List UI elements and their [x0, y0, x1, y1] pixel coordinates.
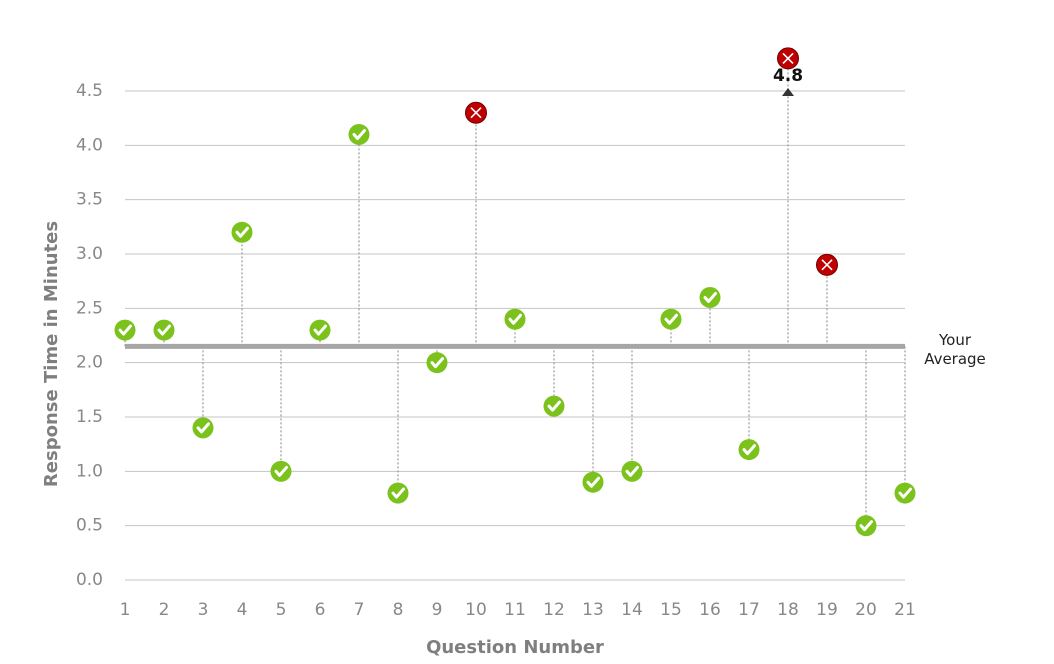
point-marker	[153, 319, 175, 341]
x-tick-label: 3	[198, 600, 209, 620]
marker-circle	[309, 319, 331, 341]
y-tick-label: 3.5	[76, 190, 103, 210]
y-tick-label: 0.0	[76, 570, 103, 590]
point-marker	[777, 47, 799, 70]
y-tick-label: 1.5	[76, 407, 103, 427]
point-marker	[387, 482, 409, 504]
check-icon	[391, 487, 405, 499]
point-marker	[855, 515, 877, 537]
x-tick-label: 21	[894, 600, 916, 620]
check-icon	[625, 465, 639, 477]
check-icon	[313, 324, 327, 336]
marker-circle	[426, 352, 448, 374]
x-tick-label: 7	[354, 600, 365, 620]
point-marker	[270, 460, 292, 482]
x-tick-label: 2	[159, 600, 170, 620]
marker-circle	[855, 515, 877, 537]
check-icon	[157, 324, 171, 336]
x-tick-label: 9	[432, 600, 443, 620]
x-axis-title: Question Number	[426, 637, 604, 658]
x-tick-label: 4	[237, 600, 248, 620]
data-label: 4.8	[773, 66, 803, 86]
point-marker	[894, 482, 916, 504]
check-icon	[235, 226, 249, 238]
marker-circle	[114, 319, 136, 341]
x-tick-label: 10	[465, 600, 487, 620]
point-marker	[738, 439, 760, 461]
marker-circle	[504, 308, 526, 330]
check-icon	[508, 313, 522, 325]
cross-icon	[821, 259, 833, 271]
marker-circle	[699, 286, 721, 308]
x-tick-label: 1	[120, 600, 131, 620]
x-tick-label: 19	[816, 600, 838, 620]
cross-icon	[782, 52, 794, 64]
x-tick-label: 17	[738, 600, 760, 620]
x-tick-label: 12	[543, 600, 565, 620]
point-marker	[309, 319, 331, 341]
x-tick-label: 8	[393, 600, 404, 620]
marker-circle	[621, 460, 643, 482]
y-tick-label: 3.0	[76, 244, 103, 264]
check-icon	[547, 400, 561, 412]
marker-circle	[231, 221, 253, 243]
point-marker	[348, 123, 370, 145]
y-tick-label: 1.0	[76, 461, 103, 481]
point-marker	[699, 286, 721, 308]
point-marker	[231, 221, 253, 243]
x-tick-label: 6	[315, 600, 326, 620]
check-icon	[703, 291, 717, 303]
marker-circle	[387, 482, 409, 504]
y-tick-label: 0.5	[76, 516, 103, 536]
point-marker	[114, 319, 136, 341]
check-icon	[586, 476, 600, 488]
point-marker	[543, 395, 565, 417]
x-tick-label: 18	[777, 600, 799, 620]
x-tick-label: 11	[504, 600, 526, 620]
point-marker	[465, 101, 487, 124]
marker-circle	[738, 439, 760, 461]
x-tick-label: 5	[276, 600, 287, 620]
marker-circle	[543, 395, 565, 417]
check-icon	[742, 444, 756, 456]
check-icon	[859, 520, 873, 532]
x-tick-label: 15	[660, 600, 682, 620]
point-marker	[426, 352, 448, 374]
marker-circle	[582, 471, 604, 493]
cross-icon	[470, 107, 482, 119]
x-tick-label: 14	[621, 600, 643, 620]
point-marker	[621, 460, 643, 482]
x-tick-label: 20	[855, 600, 877, 620]
point-marker	[192, 417, 214, 439]
point-marker	[660, 308, 682, 330]
check-icon	[430, 357, 444, 369]
point-marker	[504, 308, 526, 330]
check-icon	[352, 128, 366, 140]
point-marker	[816, 253, 838, 276]
marker-circle	[894, 482, 916, 504]
marker-circle	[348, 123, 370, 145]
y-tick-label: 4.0	[76, 135, 103, 155]
marker-circle	[153, 319, 175, 341]
y-tick-label: 4.5	[76, 81, 103, 101]
marker-circle	[660, 308, 682, 330]
check-icon	[664, 313, 678, 325]
marker-circle	[270, 460, 292, 482]
marker-circle	[192, 417, 214, 439]
y-tick-label: 2.5	[76, 298, 103, 318]
reference-label: Your Average	[924, 331, 986, 368]
y-axis-title: Response Time in Minutes	[41, 221, 62, 487]
point-marker	[582, 471, 604, 493]
check-icon	[196, 422, 210, 434]
check-icon	[898, 487, 912, 499]
check-icon	[274, 465, 288, 477]
check-icon	[118, 324, 132, 336]
x-tick-label: 13	[582, 600, 604, 620]
y-tick-label: 2.0	[76, 353, 103, 373]
label-arrow	[782, 88, 794, 96]
x-tick-label: 16	[699, 600, 721, 620]
